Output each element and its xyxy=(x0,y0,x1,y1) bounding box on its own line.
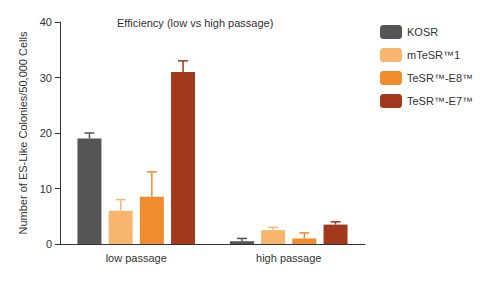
svg-text:Efficiency (low vs high passag: Efficiency (low vs high passage) xyxy=(117,17,273,29)
svg-text:high passage: high passage xyxy=(256,252,321,264)
svg-text:mTeSR™1: mTeSR™1 xyxy=(407,49,460,61)
svg-text:KOSR: KOSR xyxy=(407,26,438,38)
svg-text:40: 40 xyxy=(40,16,52,28)
svg-text:low passage: low passage xyxy=(106,252,167,264)
svg-text:TeSR™-E7™: TeSR™-E7™ xyxy=(407,95,473,107)
svg-text:TeSR™-E8™: TeSR™-E8™ xyxy=(407,72,473,84)
svg-text:10: 10 xyxy=(40,183,52,195)
svg-text:0: 0 xyxy=(46,238,52,250)
svg-text:20: 20 xyxy=(40,127,52,139)
svg-text:30: 30 xyxy=(40,72,52,84)
svg-text:Number of ES-Like Colonies/50,: Number of ES-Like Colonies/50,000 Cells xyxy=(17,31,29,234)
